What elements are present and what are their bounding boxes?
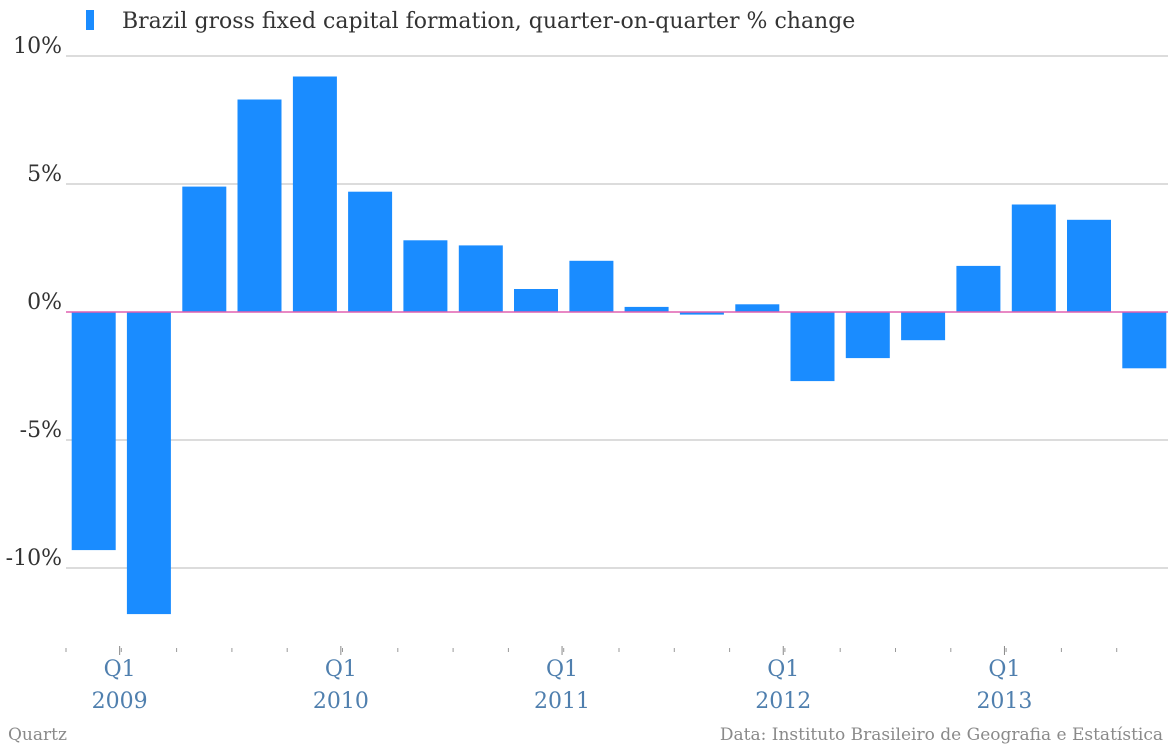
bar: [956, 265, 1001, 312]
bar: [845, 312, 890, 359]
bar: [1067, 219, 1111, 312]
y-tick-label: -5%: [20, 418, 62, 443]
bar: [901, 312, 946, 341]
x-tick-quarter: Q1: [104, 657, 136, 682]
y-tick-label: 5%: [27, 162, 62, 187]
x-tick-quarter: Q1: [988, 657, 1020, 682]
bar: [790, 312, 835, 382]
x-tick-year: 2012: [755, 689, 811, 714]
y-tick-label: 10%: [13, 34, 62, 59]
y-tick-label: -10%: [6, 546, 62, 571]
x-tick-quarter: Q1: [546, 657, 578, 682]
bar: [735, 304, 780, 312]
x-tick-year: 2009: [92, 689, 148, 714]
x-tick-quarter: Q1: [325, 657, 357, 682]
bar: [624, 306, 669, 312]
y-tick-label: 0%: [27, 290, 62, 315]
legend-label: Brazil gross fixed capital formation, qu…: [122, 9, 855, 34]
y-axis-ticks: 10% 5% 0% -5% -10%: [6, 34, 62, 571]
x-axis: Q1 2009 Q1 2010 Q1 2011 Q1 2012 Q1 2013: [65, 646, 1118, 714]
legend-swatch: [86, 10, 94, 30]
footer-source-right: Data: Instituto Brasileiro de Geografia …: [720, 725, 1163, 745]
bar: [514, 289, 558, 312]
bar: [126, 312, 171, 615]
bar: [237, 99, 282, 312]
x-tick-year: 2013: [976, 689, 1032, 714]
bar: [1122, 312, 1167, 369]
x-tick-quarter: Q1: [767, 657, 799, 682]
bars: [71, 76, 1167, 615]
bar: [71, 312, 116, 551]
x-tick-year: 2011: [534, 689, 590, 714]
bar: [182, 186, 227, 312]
bar: [679, 312, 724, 315]
bar: [348, 191, 393, 312]
bar: [569, 260, 614, 312]
bar: [458, 245, 503, 312]
legend: Brazil gross fixed capital formation, qu…: [86, 9, 855, 34]
footer-source-left: Quartz: [8, 725, 67, 745]
bar: [403, 240, 448, 312]
bar: [1011, 204, 1056, 312]
x-tick-year: 2010: [313, 689, 369, 714]
bar: [292, 76, 337, 312]
